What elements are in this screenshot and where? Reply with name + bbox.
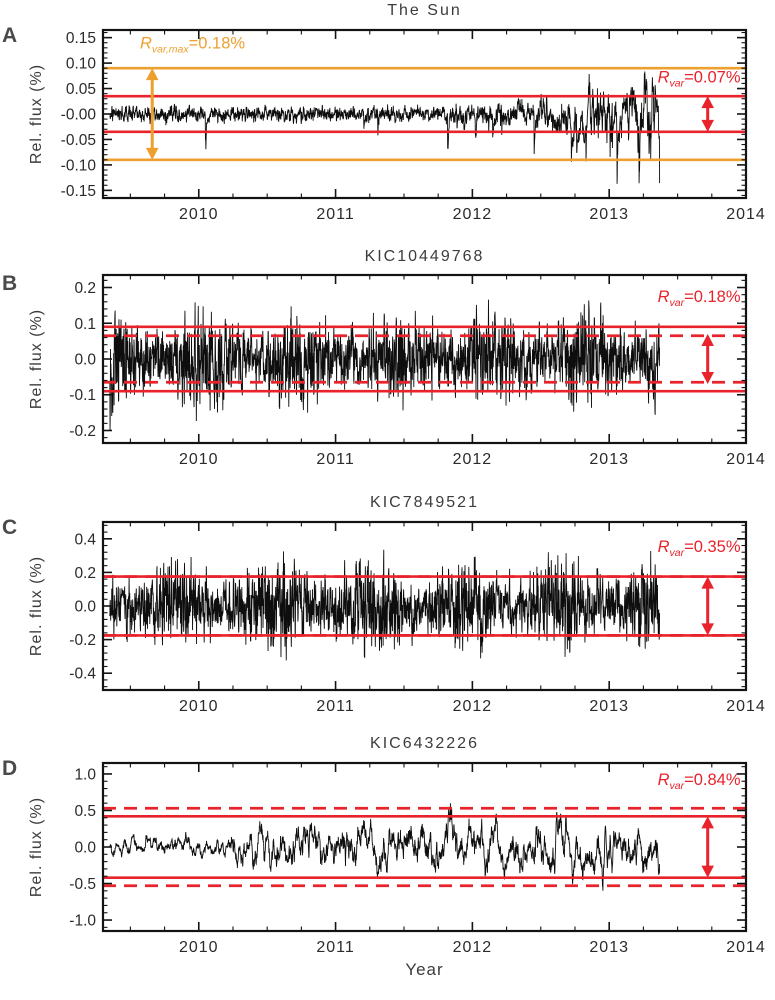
x-axis-label: Year [405,960,444,979]
svg-text:2010: 2010 [179,451,219,468]
panel-title-kic7849521: KIC7849521 [370,494,479,511]
plot-area-kic7849521: Rvar=0.35% 0.4 0.2 0.0 -0.2 -0.4 2010 2011 2012 2… [69,520,766,715]
svg-text:0.0: 0.0 [74,840,96,857]
svg-text:-0.2: -0.2 [69,423,96,440]
plot-area-sun: Rvar,max=0.18% Rvar=0.07% 0.15 0.10 0.05 -0.0… [61,28,766,223]
panel-letter-d: D [2,757,18,780]
svg-text:-0.15: -0.15 [61,183,96,200]
svg-text:0.15: 0.15 [66,30,96,47]
svg-text:2012: 2012 [453,698,493,715]
svg-text:-0.00: -0.00 [61,107,97,124]
svg-text:-0.1: -0.1 [69,387,96,404]
svg-text:0.1: 0.1 [74,316,96,333]
svg-text:0.0: 0.0 [74,599,96,616]
svg-text:2013: 2013 [589,206,629,223]
svg-text:2010: 2010 [179,206,219,223]
svg-text:0.0: 0.0 [74,352,96,369]
svg-text:2011: 2011 [316,939,354,956]
svg-text:0.4: 0.4 [74,531,96,548]
svg-text:0.2: 0.2 [74,565,96,582]
panel-title-kic6432226: KIC6432226 [370,735,479,752]
svg-text:0.10: 0.10 [66,56,97,73]
svg-text:Rvar,max=0.18%: Rvar,max=0.18% [140,34,245,55]
svg-text:2012: 2012 [453,206,493,223]
svg-text:-0.2: -0.2 [69,632,96,649]
panel-title-sun: The Sun [387,2,462,19]
svg-text:2014: 2014 [726,939,766,956]
svg-text:-0.05: -0.05 [61,132,96,149]
svg-text:2013: 2013 [589,939,629,956]
svg-text:1.0: 1.0 [74,766,96,783]
svg-text:2012: 2012 [453,451,493,468]
svg-text:2011: 2011 [316,206,354,223]
svg-text:Rvar=0.18%: Rvar=0.18% [658,288,741,309]
svg-text:0.5: 0.5 [74,803,96,820]
svg-text:2013: 2013 [589,698,629,715]
svg-text:Rvar=0.84%: Rvar=0.84% [658,771,741,792]
panel-letter-a: A [2,24,18,47]
svg-text:Rvar=0.07%: Rvar=0.07% [658,68,741,89]
svg-text:2014: 2014 [726,698,766,715]
panel-title-kic10449768: KIC10449768 [364,248,485,265]
svg-text:2014: 2014 [726,451,766,468]
svg-text:-1.0: -1.0 [69,913,96,930]
plot-area-kic10449768: Rvar=0.18% 0.2 0.1 0.0 -0.1 -0.2 2010 2011 2012 2… [69,273,766,468]
svg-text:0.2: 0.2 [74,280,96,297]
svg-text:2014: 2014 [726,206,766,223]
svg-text:2010: 2010 [179,939,219,956]
svg-text:2010: 2010 [179,698,219,715]
plot-area-kic6432226: Rvar=0.84% 1.0 0.5 0.0 -0.5 -1.0 2010 2011 2012 2… [69,761,766,956]
svg-text:0.05: 0.05 [66,81,96,98]
svg-text:2011: 2011 [316,698,354,715]
svg-text:2011: 2011 [316,451,354,468]
svg-text:2012: 2012 [453,939,493,956]
svg-text:-0.4: -0.4 [69,666,96,683]
svg-text:Rvar=0.35%: Rvar=0.35% [658,538,741,559]
svg-text:-0.5: -0.5 [69,876,96,893]
panel-letter-b: B [2,272,18,295]
svg-text:-0.10: -0.10 [61,157,97,174]
svg-text:2013: 2013 [589,451,629,468]
panel-letter-c: C [2,516,18,539]
